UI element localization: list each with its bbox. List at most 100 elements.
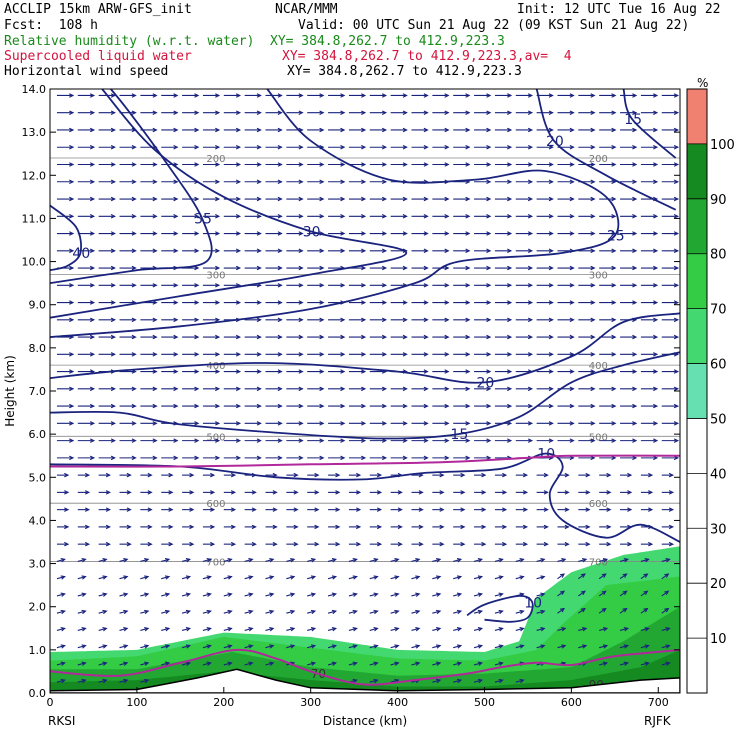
wind-arrow bbox=[327, 627, 338, 632]
wind-arrow-shaft bbox=[536, 576, 545, 580]
wind-arrow-head bbox=[69, 369, 75, 374]
wind-arrow-head bbox=[543, 541, 549, 547]
wind-arrow-head bbox=[381, 455, 388, 461]
wind-arrow-head bbox=[168, 541, 174, 547]
wind-arrow-head bbox=[152, 127, 158, 133]
wind-arrow-head bbox=[381, 162, 388, 167]
wind-arrow-head bbox=[486, 317, 492, 323]
wind-arrow bbox=[619, 661, 630, 666]
wind-arrow bbox=[182, 300, 200, 305]
colorbar-band bbox=[687, 89, 707, 144]
wind-arrow bbox=[661, 317, 680, 323]
wind-arrow-head bbox=[465, 110, 471, 115]
wind-arrow bbox=[494, 265, 513, 271]
wind-arrow bbox=[494, 179, 513, 184]
wind-arrow-head bbox=[498, 678, 504, 684]
wind-arrow-head bbox=[290, 575, 296, 580]
wind-speed-contour bbox=[50, 204, 82, 272]
wind-arrow-head bbox=[293, 472, 299, 478]
wind-arrow bbox=[515, 421, 534, 426]
wind-arrow bbox=[265, 438, 283, 443]
wind-arrow bbox=[620, 507, 633, 512]
wind-arrow-head bbox=[444, 421, 450, 426]
wind-arrow-head bbox=[632, 403, 638, 409]
wind-arrow-head bbox=[235, 110, 242, 115]
wind-arrow bbox=[578, 421, 596, 426]
wind-arrow bbox=[98, 352, 116, 357]
wind-arrow-head bbox=[314, 524, 320, 530]
wind-arrow-head bbox=[402, 127, 408, 133]
wind-arrow bbox=[640, 472, 654, 478]
wind-arrow-head bbox=[569, 179, 575, 184]
wind-arrow bbox=[348, 490, 362, 495]
wind-arrow bbox=[286, 214, 304, 219]
wind-arrow bbox=[640, 386, 659, 392]
wind-arrow-head bbox=[319, 248, 325, 253]
wind-arrow-head bbox=[340, 352, 346, 357]
wind-arrow-head bbox=[310, 575, 317, 580]
wind-arrow-head bbox=[110, 300, 116, 305]
wind-arrow bbox=[640, 283, 659, 288]
wind-arrow bbox=[432, 248, 450, 253]
wind-arrow-head bbox=[527, 179, 534, 184]
wind-arrow-head bbox=[622, 607, 628, 613]
wind-arrow-head bbox=[502, 541, 508, 547]
wind-arrow bbox=[557, 403, 575, 409]
wind-arrow bbox=[453, 196, 471, 202]
wind-arrow-head bbox=[465, 214, 471, 219]
wind-arrow bbox=[640, 590, 649, 597]
wind-arrow bbox=[119, 179, 137, 184]
wind-arrow bbox=[369, 661, 379, 666]
wind-arrow bbox=[286, 265, 304, 271]
wind-arrow bbox=[661, 110, 680, 115]
wind-arrow bbox=[140, 575, 150, 580]
wind-arrow bbox=[98, 627, 108, 632]
wind-arrow-head bbox=[665, 627, 671, 632]
wind-arrow bbox=[599, 283, 617, 288]
wind-arrow bbox=[56, 609, 66, 615]
wind-arrow-shaft bbox=[557, 590, 565, 597]
wind-arrow-head bbox=[248, 661, 254, 666]
wind-arrow-head bbox=[465, 438, 471, 443]
wind-arrow-head bbox=[486, 300, 492, 305]
y-tick-label: 9.0 bbox=[29, 299, 47, 312]
wind-arrow bbox=[536, 386, 554, 392]
wind-arrow bbox=[286, 93, 304, 98]
wind-arrow bbox=[620, 196, 638, 202]
wind-arrow-head bbox=[402, 145, 408, 150]
wind-speed-contour bbox=[50, 89, 213, 284]
wind-arrow bbox=[140, 592, 150, 597]
wind-arrow bbox=[599, 524, 612, 530]
wind-arrow bbox=[369, 541, 383, 547]
wind-arrow bbox=[77, 334, 96, 340]
wind-arrow bbox=[56, 678, 66, 684]
wind-arrow-head bbox=[227, 644, 233, 649]
wind-arrow-shaft bbox=[369, 627, 378, 631]
wind-arrow-head bbox=[653, 455, 659, 461]
wind-arrow-head bbox=[290, 609, 296, 615]
wind-arrow bbox=[182, 127, 200, 133]
wind-arrow-head bbox=[548, 283, 554, 288]
wind-arrow bbox=[640, 403, 659, 409]
wind-arrow-head bbox=[507, 145, 513, 150]
wind-arrow bbox=[56, 352, 75, 357]
wind-arrow bbox=[307, 317, 325, 323]
wind-arrow-head bbox=[69, 162, 75, 167]
wind-arrow bbox=[56, 421, 75, 426]
wind-arrow-shaft bbox=[369, 593, 378, 597]
wind-arrow-head bbox=[632, 455, 638, 461]
wind-arrow bbox=[474, 438, 492, 443]
wind-arrow-shaft bbox=[286, 610, 295, 614]
wind-arrow-head bbox=[402, 352, 408, 357]
wind-arrow bbox=[599, 403, 617, 409]
wind-arrow-shaft bbox=[244, 593, 253, 597]
wind-arrow bbox=[557, 196, 575, 202]
wind-arrow bbox=[265, 265, 283, 271]
wind-arrow-head bbox=[548, 403, 554, 409]
wind-arrow-head bbox=[314, 472, 320, 478]
wind-arrow-head bbox=[465, 352, 471, 357]
wind-arrow bbox=[661, 369, 680, 374]
wind-arrow bbox=[453, 558, 463, 563]
wind-arrow-head bbox=[423, 110, 429, 115]
wind-arrow bbox=[536, 575, 546, 580]
